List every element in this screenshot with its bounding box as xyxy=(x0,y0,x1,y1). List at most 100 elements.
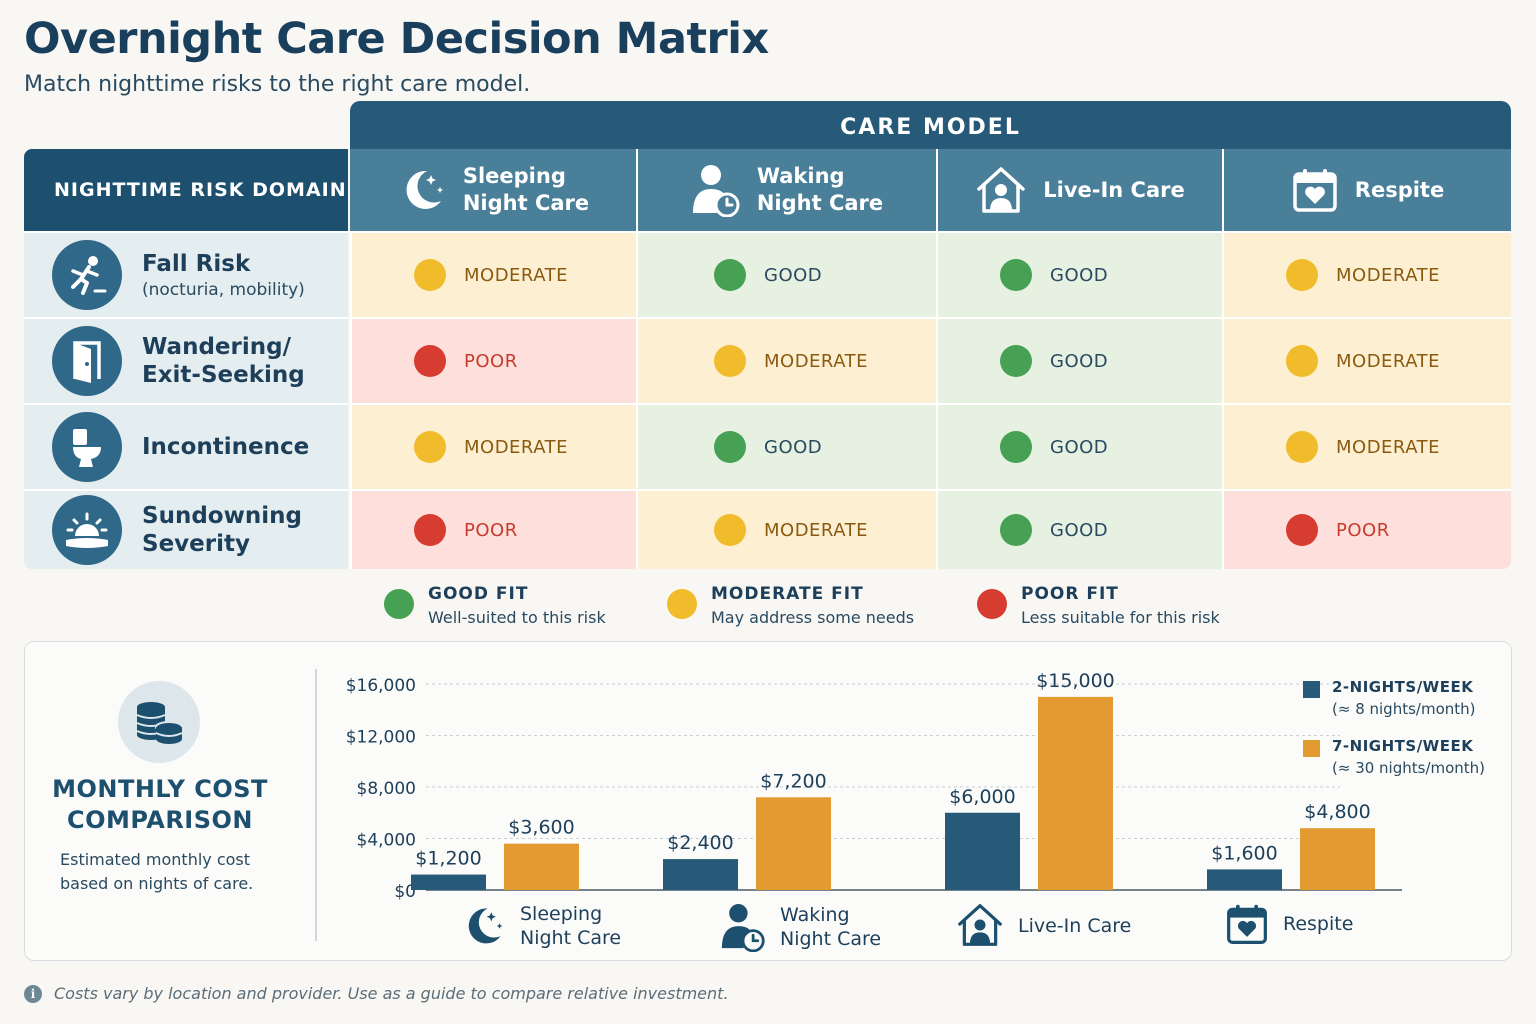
rating-cell: GOOD xyxy=(936,317,1222,403)
info-icon: i xyxy=(24,984,42,1003)
model-label-line2: Night Care xyxy=(756,191,884,215)
legend-title: MODERATE FIT xyxy=(711,584,864,604)
bar-value-label: $2,400 xyxy=(667,832,733,854)
category-label: Respite xyxy=(1283,913,1354,935)
rating-dot-good xyxy=(1000,259,1032,291)
model-label: Live-In Care xyxy=(1043,177,1185,202)
bar-value-label: $6,000 xyxy=(949,786,1015,808)
bar-value-label: $4,800 xyxy=(1304,801,1370,823)
model-header-sleeping: Sleeping Night Care xyxy=(350,149,636,231)
rating-dot-moderate xyxy=(714,514,746,546)
rating-cell: POOR xyxy=(1222,489,1511,569)
cost-description: Estimated monthly cost based on nights o… xyxy=(60,850,254,893)
calendar-heart-icon xyxy=(1227,904,1267,944)
bar-value-label: $1,600 xyxy=(1211,842,1277,864)
calendar-heart-icon xyxy=(1293,169,1337,212)
rating-dot-poor xyxy=(1286,514,1318,546)
risk-name: Sundowning xyxy=(142,503,302,529)
cost-title-line1: MONTHLY COST xyxy=(52,775,268,803)
model-label-line2: Night Care xyxy=(462,191,590,215)
risk-row-fall: Fall Risk (nocturia, mobility) xyxy=(24,231,348,317)
sunset-icon xyxy=(52,495,122,565)
model-header-respite: Respite xyxy=(1222,149,1511,231)
rating-cell: MODERATE xyxy=(1222,231,1511,317)
legend-series-note: (≈ 30 nights/month) xyxy=(1332,759,1486,777)
bar-seven-nights xyxy=(504,843,579,890)
rating-label: MODERATE xyxy=(764,519,868,541)
rating-label: POOR xyxy=(464,350,518,372)
legend-swatch xyxy=(1303,681,1320,698)
rating-dot-moderate xyxy=(714,345,746,377)
rating-label: MODERATE xyxy=(1336,264,1440,286)
legend-series-name: 7-NIGHTS/WEEK xyxy=(1332,737,1474,755)
rating-dot-moderate xyxy=(1286,259,1318,291)
risk-subtitle: (nocturia, mobility) xyxy=(142,280,305,300)
category-sleeping: Sleeping Night Care xyxy=(460,902,621,950)
risk-name: Incontinence xyxy=(142,434,310,460)
house-person-icon xyxy=(958,904,1002,946)
moon-stars-icon xyxy=(468,908,503,944)
legend-title: POOR FIT xyxy=(1021,584,1119,604)
category-respite: Respite xyxy=(1225,902,1353,946)
model-header-waking: Waking Night Care xyxy=(636,149,936,231)
rating-label: MODERATE xyxy=(464,436,568,458)
legend-poor: POOR FIT Less suitable for this risk xyxy=(977,584,1220,627)
bar-seven-nights xyxy=(756,797,831,890)
bar-value-label: $1,200 xyxy=(415,848,481,870)
risk-row-wandering: Wandering/ Exit-Seeking xyxy=(24,317,348,403)
coin-stack-icon xyxy=(118,681,200,763)
risk-row-sundowning: Sundowning Severity xyxy=(24,489,348,569)
rating-label: GOOD xyxy=(1050,436,1109,458)
footnote: i Costs vary by location and provider. U… xyxy=(24,984,729,1003)
category-label-line1: Sleeping xyxy=(520,903,603,925)
y-tick-label: $0 xyxy=(394,882,416,900)
risk-row-incontinence: Incontinence xyxy=(24,403,348,489)
category-label: Live-In Care xyxy=(1018,915,1132,937)
legend-moderate: MODERATE FIT May address some needs xyxy=(667,584,914,627)
rating-dot-moderate xyxy=(1286,345,1318,377)
rating-label: GOOD xyxy=(1050,519,1109,541)
care-model-band: CARE MODEL xyxy=(350,101,1511,149)
rating-dot-moderate xyxy=(414,259,446,291)
rating-label: GOOD xyxy=(1050,350,1109,372)
risk-name-line2: Severity xyxy=(142,531,250,557)
bar-two-nights xyxy=(411,874,486,890)
rating-dot-good xyxy=(1000,345,1032,377)
bar-seven-nights xyxy=(1300,828,1375,890)
y-tick-label: $4,000 xyxy=(357,831,416,851)
bar-value-label: $15,000 xyxy=(1036,670,1115,692)
rating-dot-good xyxy=(1000,514,1032,546)
rating-label: GOOD xyxy=(764,436,823,458)
y-tick-label: $12,000 xyxy=(346,728,416,748)
category-label-line2: Night Care xyxy=(520,927,622,949)
rating-dot-good xyxy=(714,259,746,291)
rating-label: MODERATE xyxy=(764,350,868,372)
chart-legend-7-nights: 7-NIGHTS/WEEK (≈ 30 nights/month) xyxy=(1303,737,1485,777)
rating-cell: GOOD xyxy=(936,403,1222,489)
legend-swatch xyxy=(1303,740,1320,757)
rating-label: GOOD xyxy=(1050,264,1109,286)
legend-description: Well-suited to this risk xyxy=(428,608,606,627)
rating-dot-good xyxy=(1000,431,1032,463)
rating-dot-good xyxy=(714,431,746,463)
legend-series-note: (≈ 8 nights/month) xyxy=(1332,700,1476,718)
model-label-line1: Waking xyxy=(756,164,845,188)
rating-cell: MODERATE xyxy=(1222,317,1511,403)
rating-dot-moderate xyxy=(1286,431,1318,463)
rating-cell: GOOD xyxy=(936,489,1222,569)
legend-swatch xyxy=(384,589,414,619)
rating-label: POOR xyxy=(464,519,518,541)
rating-cell: GOOD xyxy=(636,403,936,489)
rating-dot-poor xyxy=(414,345,446,377)
toilet-icon xyxy=(52,412,122,482)
cost-title: MONTHLY COST COMPARISON xyxy=(40,774,280,836)
rating-label: MODERATE xyxy=(1336,350,1440,372)
legend-title: GOOD FIT xyxy=(428,584,529,604)
person-clock-icon xyxy=(692,165,740,217)
falling-person-icon xyxy=(52,240,122,310)
page-title: Overnight Care Decision Matrix xyxy=(24,14,769,64)
rating-dot-moderate xyxy=(414,431,446,463)
risk-name: Fall Risk xyxy=(142,251,251,277)
rating-cell: POOR xyxy=(350,317,636,403)
footnote-text: Costs vary by location and provider. Use… xyxy=(54,984,729,1003)
